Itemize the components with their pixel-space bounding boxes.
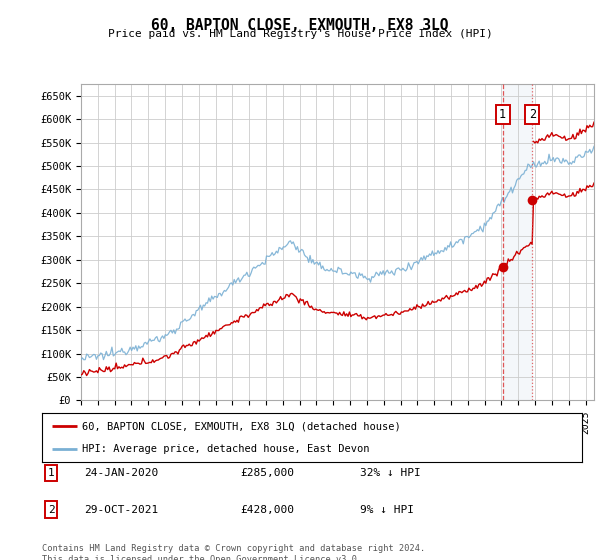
Bar [503, 84, 532, 400]
Text: 2: 2 [529, 108, 536, 121]
Text: £428,000: £428,000 [240, 505, 294, 515]
Text: 2: 2 [47, 505, 55, 515]
Text: 1: 1 [499, 108, 506, 121]
Text: Contains HM Land Registry data © Crown copyright and database right 2024.
This d: Contains HM Land Registry data © Crown c… [42, 544, 425, 560]
Text: 60, BAPTON CLOSE, EXMOUTH, EX8 3LQ (detached house): 60, BAPTON CLOSE, EXMOUTH, EX8 3LQ (deta… [83, 421, 401, 431]
Text: 32% ↓ HPI: 32% ↓ HPI [360, 468, 421, 478]
Text: £285,000: £285,000 [240, 468, 294, 478]
Text: HPI: Average price, detached house, East Devon: HPI: Average price, detached house, East… [83, 444, 370, 454]
Text: 9% ↓ HPI: 9% ↓ HPI [360, 505, 414, 515]
Text: 29-OCT-2021: 29-OCT-2021 [84, 505, 158, 515]
Text: 1: 1 [47, 468, 55, 478]
Text: Price paid vs. HM Land Registry's House Price Index (HPI): Price paid vs. HM Land Registry's House … [107, 29, 493, 39]
Text: 60, BAPTON CLOSE, EXMOUTH, EX8 3LQ: 60, BAPTON CLOSE, EXMOUTH, EX8 3LQ [151, 18, 449, 33]
Text: 24-JAN-2020: 24-JAN-2020 [84, 468, 158, 478]
